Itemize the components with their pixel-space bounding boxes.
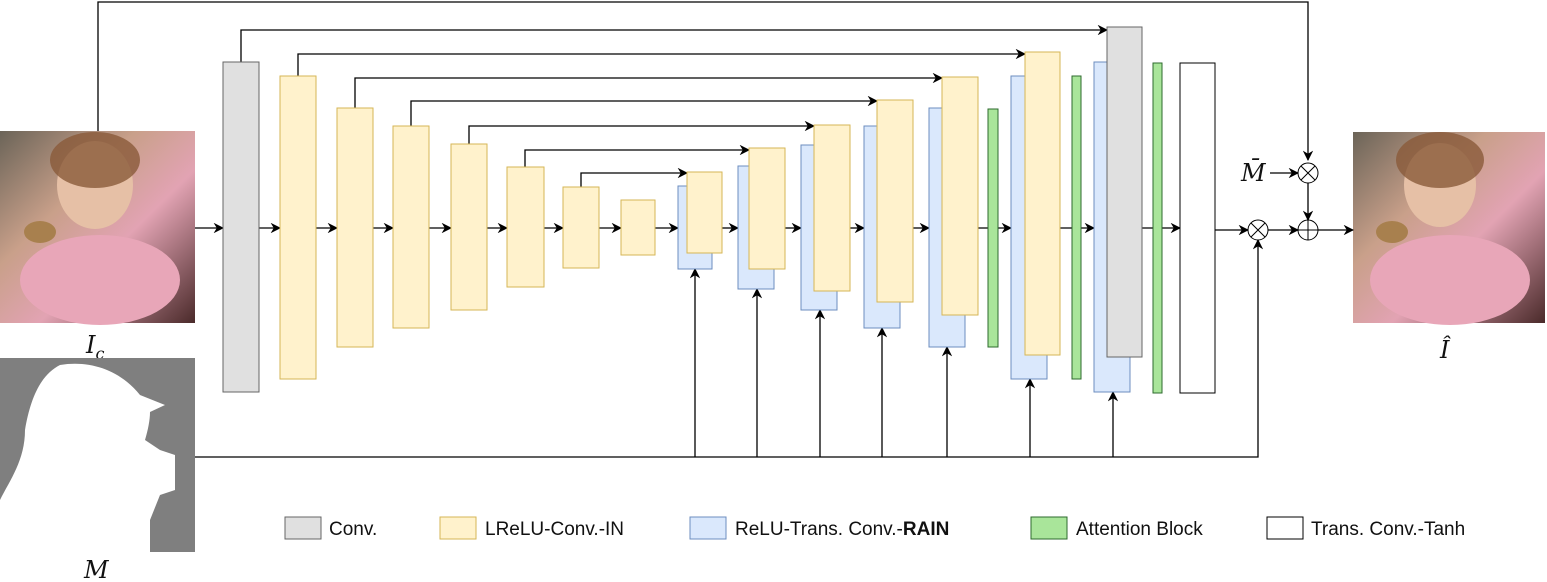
- legend-swatch-tanh: [1266, 516, 1304, 540]
- decoder: [677, 26, 1216, 394]
- legend: Conv. LReLU-Conv.-IN ReLU-Trans. Conv.-R…: [284, 516, 1465, 540]
- mask-image: [0, 358, 195, 552]
- transconv-tanh-block: [1179, 62, 1216, 394]
- lrelu-conv-in-block: [562, 186, 600, 269]
- lrelu-conv-in-block: [876, 99, 914, 303]
- attention-block: [1152, 62, 1163, 394]
- attention-block: [987, 108, 999, 348]
- encoder: [222, 61, 656, 393]
- lrelu-conv-in-block: [686, 171, 723, 254]
- conv-block: [222, 61, 260, 393]
- legend-label: LReLU-Conv.-IN: [485, 519, 624, 540]
- lrelu-conv-in-block: [813, 124, 851, 292]
- mask-label: M: [83, 556, 110, 582]
- lrelu-conv-in-block: [279, 75, 317, 380]
- lrelu-conv-in-block: [336, 107, 374, 348]
- output-image: [1353, 132, 1545, 325]
- attention-block: [1071, 75, 1082, 380]
- multiply-operator: [1247, 219, 1269, 241]
- lrelu-conv-in-block: [450, 143, 488, 311]
- lrelu-conv-in-block: [620, 199, 656, 256]
- legend-swatch-conv: [284, 516, 322, 540]
- connections: [97, 1, 1355, 458]
- lrelu-conv-in-block: [1024, 51, 1061, 356]
- output-image-label: Î: [1439, 335, 1451, 364]
- legend-swatch-lrelu: [439, 516, 477, 540]
- input-image: [0, 131, 195, 325]
- multiply-operator: [1297, 162, 1319, 184]
- legend-swatch-rain: [689, 516, 727, 540]
- inverse-mask-label: M̄: [1240, 159, 1267, 187]
- lrelu-conv-in-block: [392, 125, 430, 329]
- legend-label: Attention Block: [1076, 519, 1203, 540]
- add-operator: [1297, 219, 1319, 241]
- legend-label: Trans. Conv.-Tanh: [1311, 519, 1465, 540]
- conv-block: [1106, 26, 1143, 358]
- lrelu-conv-in-block: [506, 166, 545, 288]
- legend-swatch-attention: [1030, 516, 1068, 540]
- legend-label: ReLU-Trans. Conv.-RAIN: [735, 519, 949, 540]
- input-image-label: Ic: [85, 331, 104, 363]
- lrelu-conv-in-block: [941, 76, 979, 316]
- lrelu-conv-in-block: [748, 147, 786, 270]
- legend-label: Conv.: [329, 519, 377, 540]
